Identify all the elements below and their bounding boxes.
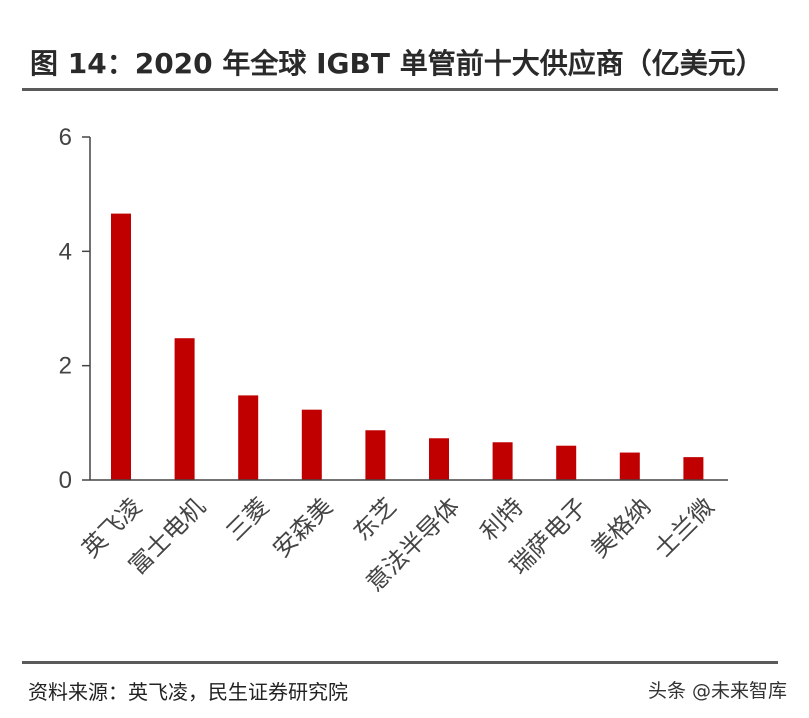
category-label: 利特 <box>475 492 529 546</box>
y-tick-label: 6 <box>59 124 72 151</box>
y-tick-label: 2 <box>59 353 72 380</box>
bar-7 <box>492 442 513 480</box>
category-label: 士兰微 <box>649 492 720 563</box>
bar-8 <box>556 445 577 480</box>
watermark: 头条 @未来智库 <box>647 680 787 702</box>
category-label: 美格纳 <box>585 492 656 563</box>
y-tick-label: 4 <box>59 238 72 265</box>
bar-4 <box>301 409 322 480</box>
source-note: 资料来源：英飞凌，民生证券研究院 <box>28 680 348 704</box>
y-tick-label: 0 <box>59 467 72 494</box>
category-label: 安森美 <box>267 492 338 563</box>
category-label: 东芝 <box>348 492 402 546</box>
bar-10 <box>683 457 704 480</box>
bar-3 <box>238 395 259 480</box>
bar-9 <box>619 452 640 480</box>
bar-1 <box>111 213 131 480</box>
bar-5 <box>365 430 386 480</box>
bar-2 <box>174 338 195 480</box>
bar-6 <box>429 438 449 480</box>
chart-title: 图 14：2020 年全球 IGBT 单管前十大供应商（亿美元） <box>30 47 764 80</box>
category-label: 三菱 <box>221 492 275 546</box>
footer-divider <box>22 661 778 664</box>
title-divider <box>22 88 778 91</box>
